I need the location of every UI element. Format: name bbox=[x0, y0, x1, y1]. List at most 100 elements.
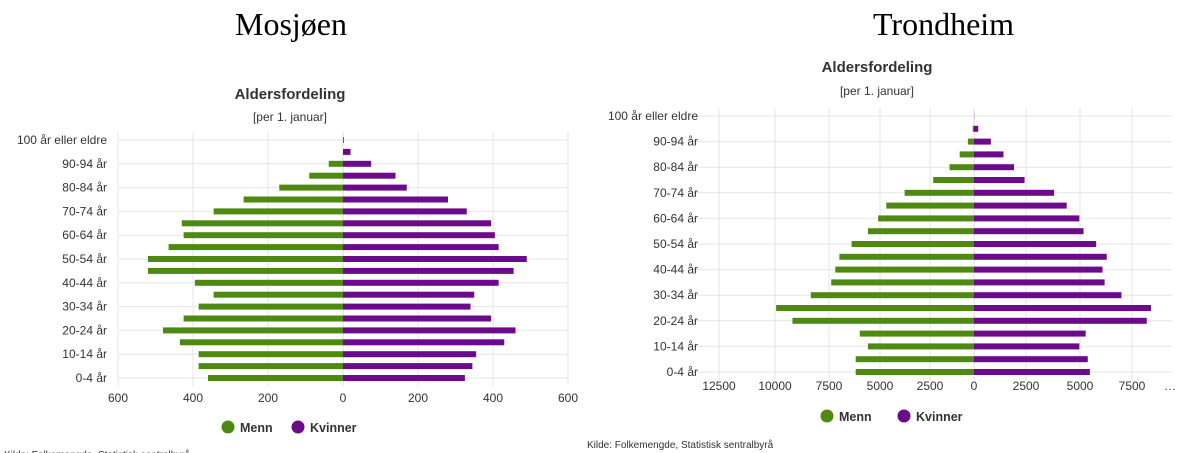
y-tick-label: 100 år eller eldre bbox=[608, 109, 698, 123]
bar-menn bbox=[183, 232, 343, 239]
bar-kvinner bbox=[343, 267, 514, 274]
bar-menn bbox=[776, 305, 974, 311]
x-tick-label: 400 bbox=[183, 391, 203, 405]
bar-menn bbox=[855, 369, 974, 375]
bar-menn bbox=[851, 241, 974, 247]
legend-menn-label: Menn bbox=[240, 421, 273, 435]
legend-menn-label: Menn bbox=[839, 410, 872, 424]
y-tick-label: 90-94 år bbox=[653, 135, 698, 149]
bar-kvinner bbox=[343, 351, 477, 358]
bar-menn bbox=[163, 327, 343, 334]
bar-kvinner bbox=[343, 208, 467, 215]
bar-kvinner bbox=[343, 184, 407, 191]
legend-kvinner-marker[interactable] bbox=[291, 420, 305, 434]
bar-kvinner bbox=[974, 369, 1090, 375]
bar-menn bbox=[168, 244, 343, 251]
bar-kvinner bbox=[974, 151, 1004, 158]
x-tick-label: 5000 bbox=[867, 379, 894, 393]
x-tick-label: 7500 bbox=[1119, 379, 1146, 393]
x-tick-label: 0 bbox=[971, 379, 978, 393]
chart-subtitle: [per 1. januar] bbox=[253, 110, 327, 124]
y-tick-label: 80-84 år bbox=[62, 181, 107, 195]
bar-menn bbox=[949, 164, 974, 171]
bar-menn bbox=[933, 177, 974, 183]
legend-kvinner-marker[interactable] bbox=[897, 409, 911, 423]
y-tick-label: 40-44 år bbox=[653, 263, 698, 277]
y-tick-label: 0-4 år bbox=[76, 371, 107, 385]
bar-kvinner bbox=[343, 291, 475, 298]
y-tick-label: 70-74 år bbox=[653, 186, 698, 200]
y-tick-label: 90-94 år bbox=[62, 157, 107, 171]
legend-menn-marker[interactable] bbox=[820, 409, 834, 423]
bar-kvinner bbox=[343, 339, 505, 346]
bar-kvinner bbox=[343, 315, 492, 322]
x-tick-label: 12500 bbox=[702, 379, 736, 393]
bar-kvinner bbox=[343, 160, 372, 167]
bar-kvinner bbox=[974, 241, 1097, 247]
bar-menn bbox=[972, 125, 974, 132]
x-tick-label: 200 bbox=[258, 391, 278, 405]
bar-kvinner bbox=[343, 256, 527, 262]
x-tick-label: 5000 bbox=[1067, 379, 1094, 393]
bar-menn bbox=[835, 266, 974, 273]
bar-menn bbox=[198, 363, 343, 370]
bar-kvinner bbox=[343, 279, 499, 286]
x-tick-label: 600 bbox=[558, 391, 578, 405]
bar-menn bbox=[198, 303, 343, 310]
bar-kvinner bbox=[343, 375, 465, 381]
bar-kvinner bbox=[974, 343, 1080, 350]
y-tick-label: 60-64 år bbox=[653, 211, 698, 225]
y-tick-label: 40-44 år bbox=[62, 276, 107, 290]
bar-menn bbox=[867, 343, 974, 350]
bar-kvinner bbox=[974, 189, 1055, 196]
bar-menn bbox=[886, 202, 974, 209]
place-title-mosjoen: Mosjøen bbox=[235, 6, 347, 42]
legend-kvinner-label: Kvinner bbox=[916, 410, 963, 424]
y-tick-label: 80-84 år bbox=[653, 160, 698, 174]
bar-kvinner bbox=[974, 292, 1122, 299]
bar-kvinner bbox=[974, 177, 1025, 183]
bar-kvinner bbox=[974, 317, 1147, 324]
y-tick-label: 10-14 år bbox=[62, 347, 107, 361]
bar-menn bbox=[213, 291, 343, 298]
bar-menn bbox=[183, 315, 343, 322]
bar-kvinner bbox=[974, 202, 1067, 209]
bar-menn bbox=[213, 208, 343, 215]
bar-kvinner bbox=[343, 148, 351, 155]
bar-menn bbox=[810, 292, 974, 299]
bar-menn bbox=[867, 228, 974, 235]
bar-menn bbox=[855, 356, 974, 363]
bar-menn bbox=[181, 220, 343, 227]
bar-kvinner bbox=[343, 232, 495, 239]
bar-menn bbox=[328, 160, 343, 167]
x-tick-label: 0 bbox=[340, 391, 347, 405]
y-tick-label: 30-34 år bbox=[62, 300, 107, 314]
x-tick-label: 400 bbox=[483, 391, 503, 405]
bar-kvinner bbox=[343, 220, 492, 227]
place-title-trondheim: Trondheim bbox=[873, 6, 1015, 42]
chart-subtitle: [per 1. januar] bbox=[840, 84, 914, 98]
x-tick-label: 600 bbox=[108, 391, 128, 405]
source-note: Kilde: Folkemengde, Statistisk sentralby… bbox=[4, 449, 191, 453]
bar-kvinner bbox=[343, 172, 396, 179]
y-tick-label: 20-24 år bbox=[62, 323, 107, 337]
bar-kvinner bbox=[974, 266, 1103, 273]
bar-kvinner bbox=[974, 356, 1088, 363]
x-tick-label: 7500 bbox=[816, 379, 843, 393]
bar-menn bbox=[179, 339, 343, 346]
y-tick-label: 30-34 år bbox=[653, 288, 698, 302]
bar-kvinner bbox=[343, 303, 471, 310]
legend-menn-marker[interactable] bbox=[221, 420, 235, 434]
bar-menn bbox=[904, 189, 974, 196]
y-tick-label: 0-4 år bbox=[667, 365, 698, 379]
bar-kvinner bbox=[343, 327, 516, 334]
bar-kvinner bbox=[343, 137, 344, 143]
y-tick-label: 60-64 år bbox=[62, 228, 107, 242]
bar-kvinner bbox=[974, 215, 1080, 222]
bar-menn bbox=[878, 215, 974, 222]
bar-kvinner bbox=[974, 253, 1107, 260]
legend-kvinner-label: Kvinner bbox=[310, 421, 357, 435]
x-tick-label: 10000 bbox=[758, 379, 792, 393]
bar-menn bbox=[859, 330, 974, 337]
